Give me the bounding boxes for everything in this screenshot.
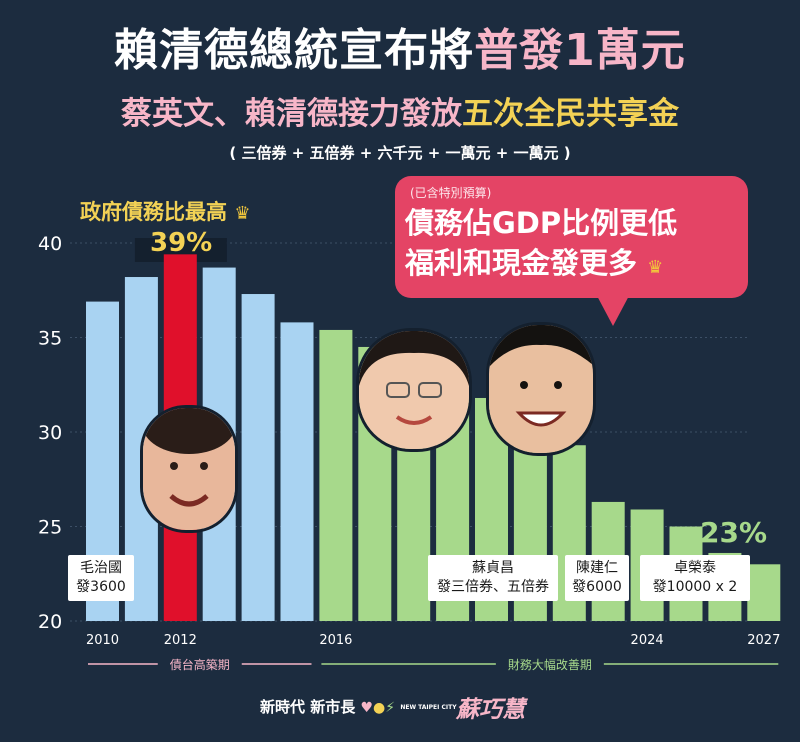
annotation-chen-name: 陳建仁 bbox=[576, 560, 618, 576]
subtitle-main: 蔡英文、賴清德接力發放 bbox=[121, 96, 462, 132]
x-axis-ticks: 2010 2012 2016 2024 2027 bbox=[86, 633, 780, 648]
crown-icon: ♛ bbox=[234, 203, 251, 224]
voucher-list: ( 三倍券 + 五倍券 + 六千元 + 一萬元 + 一萬元 ) bbox=[229, 144, 571, 162]
title-highlight: 普發1萬元 bbox=[474, 25, 686, 76]
annotation-mao-name: 毛治國 bbox=[80, 560, 122, 576]
bar-2014 bbox=[241, 294, 275, 621]
footer-name: 蘇巧慧 bbox=[456, 697, 525, 723]
annotation-chen: 陳建仁發6000 bbox=[565, 555, 629, 601]
callout-note: (已含特別預算) bbox=[410, 186, 492, 200]
y-tick-label: 25 bbox=[38, 517, 62, 539]
x-tick-label: 2024 bbox=[631, 633, 664, 648]
x-tick-label: 2010 bbox=[86, 633, 119, 648]
annotation-mao: 毛治國發3600 bbox=[68, 555, 134, 601]
page-title: 賴清德總統宣布將普發1萬元 bbox=[0, 14, 800, 78]
annotation-su: 蘇貞昌發三倍券、五倍券 bbox=[428, 555, 558, 601]
heart-icon: ♥ bbox=[360, 700, 374, 716]
lightbulb-icon: ● bbox=[373, 700, 386, 716]
end-value: 23% bbox=[700, 516, 768, 549]
footer-slogan-text: 新時代 新市長 bbox=[260, 698, 356, 716]
x-tick-label: 2012 bbox=[164, 633, 197, 648]
portrait-tsai bbox=[356, 328, 472, 452]
annotation-chen-amount: 發6000 bbox=[572, 579, 622, 595]
callout-bubble bbox=[395, 176, 748, 298]
annotation-cho: 卓榮泰發10000 x 2 bbox=[640, 555, 750, 601]
portrait-lai bbox=[486, 322, 596, 456]
y-axis-ticks: 20 25 30 35 40 bbox=[38, 233, 62, 633]
y-tick-label: 20 bbox=[38, 611, 62, 633]
callout-line-2: 福利和現金發更多 ♛ bbox=[405, 240, 663, 282]
portrait-ma bbox=[140, 405, 238, 533]
bar-2016 bbox=[319, 329, 353, 621]
annotation-cho-amount: 發10000 x 2 bbox=[652, 579, 738, 595]
crown-icon: ♛ bbox=[647, 257, 664, 278]
callout-tail bbox=[595, 292, 631, 326]
bar-2027 bbox=[747, 564, 781, 621]
period-label-debt: 債台高築期 bbox=[169, 658, 230, 672]
annotation-cho-name: 卓榮泰 bbox=[674, 560, 716, 576]
y-tick-label: 30 bbox=[38, 422, 62, 444]
footer-slogan: 新時代 新市長 ♥●⚡ NEW TAIPEI CITY bbox=[260, 696, 457, 717]
period-label-improve: 財務大幅改善期 bbox=[507, 658, 592, 672]
y-tick-label: 35 bbox=[38, 328, 62, 350]
callout-line-2-text: 福利和現金發更多 bbox=[405, 246, 638, 280]
y-tick-label: 40 bbox=[38, 233, 62, 255]
peak-value: 39% bbox=[150, 228, 213, 258]
lightning-icon: ⚡ bbox=[385, 700, 396, 716]
footer-city-tag: NEW TAIPEI CITY bbox=[400, 704, 457, 711]
bar-2015 bbox=[280, 322, 314, 621]
x-tick-label: 2027 bbox=[747, 633, 780, 648]
peak-label: 政府債務比最高 ♛ bbox=[80, 196, 250, 226]
annotation-mao-amount: 發3600 bbox=[76, 579, 126, 595]
annotation-su-name: 蘇貞昌 bbox=[472, 560, 514, 576]
title-main: 賴清德總統宣布將 bbox=[114, 25, 475, 76]
subtitle-highlight: 五次全民共享金 bbox=[462, 96, 679, 132]
callout-line-1: 債務佔GDP比例更低 bbox=[405, 206, 678, 240]
peak-label-text: 政府債務比最高 bbox=[80, 200, 227, 224]
page-subtitle: 蔡英文、賴清德接力發放五次全民共享金 bbox=[0, 88, 800, 133]
annotation-su-amount: 發三倍券、五倍券 bbox=[437, 579, 549, 595]
x-tick-label: 2016 bbox=[319, 633, 352, 648]
